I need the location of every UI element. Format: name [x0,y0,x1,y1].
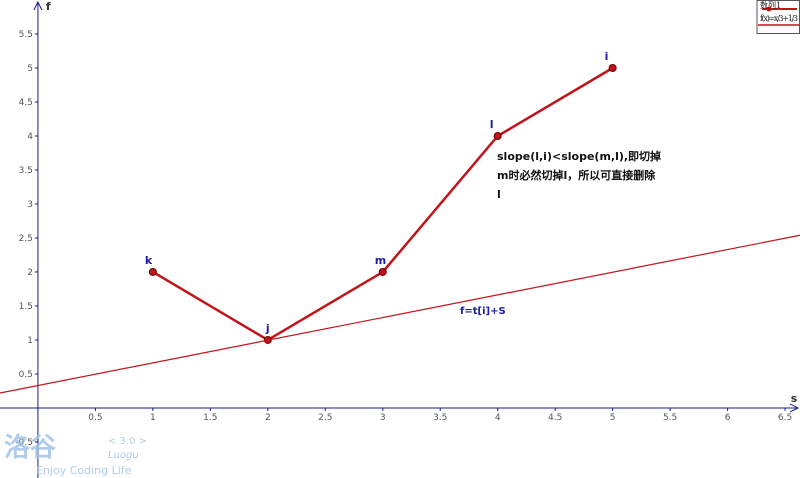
point-label: k [145,254,153,267]
y-tick-label: 2 [27,268,33,278]
x-axis-label: s [791,392,798,405]
y-axis-label: f [46,0,51,13]
y-tick-label: 2.5 [19,234,33,244]
data-point [608,63,617,72]
y-tick-label: 1 [27,336,33,346]
x-tick-label: 5 [610,413,616,423]
legend-label: 数列1 [760,0,781,10]
line-label: f=t[i]+S [460,306,506,317]
y-tick-label: 5 [27,64,33,74]
point-label: l [490,118,494,131]
watermark-logo: 洛谷 [4,432,57,463]
x-tick-label: 2 [265,413,271,423]
x-tick-label: 3 [380,413,386,423]
y-tick-label: -0.5 [15,438,33,448]
y-tick-label: 3 [27,200,33,210]
y-tick-label: 4 [27,132,33,142]
legend-swatch-point [766,6,772,12]
x-tick-label: 0.5 [88,413,102,423]
x-tick-label: 6.5 [778,413,792,423]
data-point [493,131,502,140]
annotation: l [497,188,501,201]
watermark: 洛谷 < 3.0 > Luogu Enjoy Coding Life [4,432,147,477]
x-tick-label: 3.5 [433,413,447,423]
y-tick-label: 1.5 [19,302,33,312]
x-tick-label: 2.5 [318,413,332,423]
watermark-slogan: Enjoy Coding Life [36,464,132,477]
point-label: i [605,50,609,63]
y-tick-label: 3.5 [19,166,33,176]
y-tick-label: 5.5 [19,30,33,40]
annotation: slope(l,i)<slope(m,l),即切掉 [497,149,661,163]
y-tick-label: 0.5 [19,370,33,380]
y-axis-arrow [33,0,43,11]
x-axis-arrow [789,403,800,413]
data-point [148,267,157,276]
x-tick-label: 5.5 [663,413,677,423]
x-tick-label: 4.5 [548,413,562,423]
point-label: j [265,322,270,335]
x-tick-label: 6 [725,413,731,423]
x-tick-label: 1 [150,413,156,423]
x-tick-label: 4 [495,413,501,423]
annotation: m时必然切掉l，所以可直接删除 [497,168,656,182]
series-line [0,234,800,394]
y-tick-label: 4.5 [19,98,33,108]
data-point [378,267,387,276]
point-label: m [375,254,386,267]
x-tick-label: 1.5 [203,413,217,423]
watermark-brand: Luogu [108,450,139,461]
watermark-version: < 3.0 > [108,436,147,447]
legend-label: f(x)=x/3+1/3 [760,14,798,23]
